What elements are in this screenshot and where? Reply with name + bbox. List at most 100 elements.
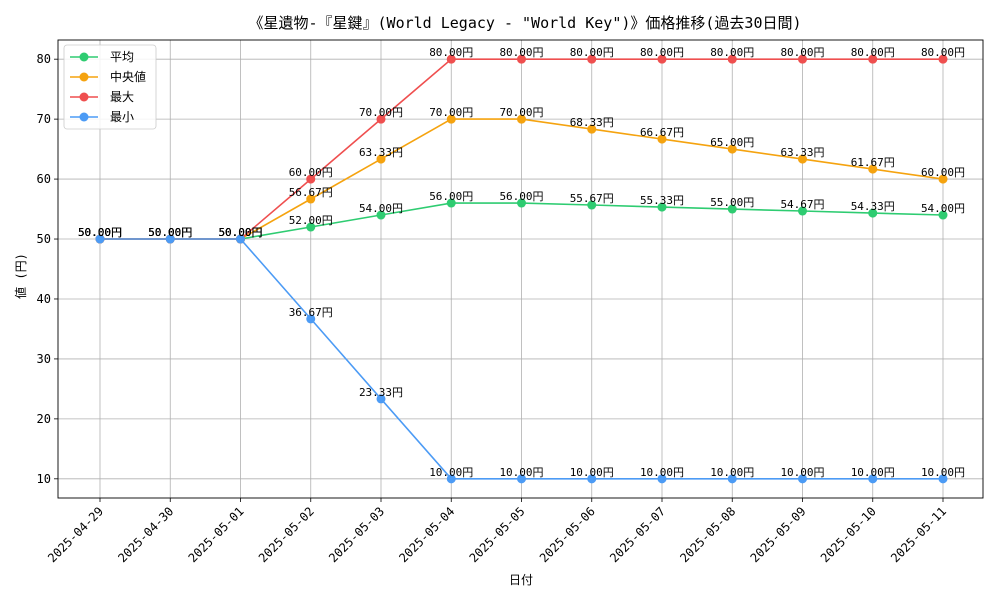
legend-label-1: 中央値 [110, 69, 146, 84]
legend-marker-3 [79, 112, 89, 122]
series-point-2 [376, 114, 386, 124]
data-label-2: 80.00円 [780, 46, 824, 59]
series-point-0 [657, 202, 667, 212]
data-label-2: 60.00円 [289, 166, 333, 179]
series-point-3 [938, 474, 948, 484]
series-point-1 [446, 114, 456, 124]
data-label-3: 10.00円 [570, 466, 614, 479]
series-point-3 [376, 394, 386, 404]
chart-title: 《星遺物-『星鍵』(World Legacy - "World Key")》価格… [248, 14, 801, 32]
data-label-2: 80.00円 [640, 46, 684, 59]
data-label-1: 65.00円 [710, 136, 754, 149]
x-tick-label: 2025-05-05 [467, 504, 528, 565]
y-tick-label: 60 [37, 172, 51, 186]
x-tick-label: 2025-05-03 [326, 504, 387, 565]
data-label-3: 10.00円 [851, 466, 895, 479]
series-point-2 [446, 54, 456, 64]
x-tick-label: 2025-05-10 [818, 504, 879, 565]
data-label-1: 66.67円 [640, 126, 684, 139]
data-label-3: 50.00円 [148, 226, 192, 239]
data-label-3: 10.00円 [780, 466, 824, 479]
legend-marker-1 [79, 72, 89, 82]
x-tick-label: 2025-05-06 [537, 504, 598, 565]
data-label-0: 55.00円 [710, 196, 754, 209]
legend-marker-2 [79, 92, 89, 102]
data-label-0: 52.00円 [289, 214, 333, 227]
data-label-3: 10.00円 [499, 466, 543, 479]
data-label-0: 54.33円 [851, 200, 895, 213]
series-point-0 [938, 210, 948, 220]
series-point-3 [165, 234, 175, 244]
series-point-0 [376, 210, 386, 220]
series-point-0 [306, 222, 316, 232]
series-point-0 [517, 198, 526, 208]
data-label-2: 70.00円 [359, 106, 403, 119]
series-point-2 [657, 54, 667, 64]
data-label-3: 23.33円 [359, 386, 403, 399]
series-layer [95, 54, 948, 484]
series-point-3 [306, 314, 316, 324]
series-point-1 [727, 144, 737, 154]
data-label-0: 50.00円 [78, 226, 122, 239]
data-label-3: 10.00円 [710, 466, 754, 479]
series-point-1 [376, 154, 386, 164]
x-tick-label: 2025-05-07 [607, 504, 668, 565]
series-point-0 [727, 204, 737, 214]
y-tick-label: 40 [37, 292, 51, 306]
series-point-3 [587, 474, 597, 484]
series-point-3 [798, 474, 807, 484]
series-point-0 [798, 206, 807, 216]
series-point-1 [798, 154, 807, 164]
data-label-1: 63.33円 [359, 146, 403, 159]
data-label-2: 80.00円 [499, 46, 543, 59]
data-label-1: 63.33円 [780, 146, 824, 159]
series-point-3 [236, 234, 245, 244]
series-point-0 [868, 208, 878, 218]
data-label-0: 50.00円 [218, 226, 262, 239]
y-tick-label: 10 [37, 472, 51, 486]
data-label-3: 10.00円 [921, 466, 965, 479]
series-point-1 [938, 174, 948, 184]
series-point-0 [587, 200, 597, 210]
series-point-1 [517, 114, 526, 124]
data-label-layer: 50.00円 50.00円 50.00円 52.00円 54.00円 56.00円 56.0… [78, 46, 965, 479]
y-tick-label: 70 [37, 112, 51, 126]
data-label-0: 54.00円 [921, 202, 965, 215]
series-point-0 [446, 198, 456, 208]
x-axis-label: 日付 [509, 573, 533, 587]
series-point-2 [727, 54, 737, 64]
legend-label-3: 最小 [110, 110, 134, 124]
series-point-1 [306, 194, 316, 204]
x-tick-label: 2025-05-04 [396, 504, 457, 565]
plot-frame [57, 39, 984, 499]
y-axis-label: 値 (円) [13, 253, 28, 299]
data-label-1: 50.00円 [148, 226, 192, 239]
x-tick-label: 2025-05-01 [186, 504, 247, 565]
data-label-1: 50.00円 [218, 226, 262, 239]
data-label-0: 56.00円 [499, 190, 543, 203]
data-label-3: 36.67円 [289, 306, 333, 319]
series-point-3 [657, 474, 667, 484]
data-label-0: 55.67円 [570, 192, 614, 205]
data-label-0: 54.67円 [780, 198, 824, 211]
series-point-2 [587, 54, 597, 64]
data-label-3: 10.00円 [429, 466, 473, 479]
data-label-2: 50.00円 [148, 226, 192, 239]
series-point-2 [306, 174, 316, 184]
data-label-1: 61.67円 [851, 156, 895, 169]
data-label-1: 56.67円 [289, 186, 333, 199]
data-label-1: 68.33円 [570, 116, 614, 129]
y-tick-label: 80 [37, 52, 51, 66]
series-point-1 [587, 124, 597, 134]
data-label-0: 54.00円 [359, 202, 403, 215]
data-label-0: 55.33円 [640, 194, 684, 207]
y-tick-label: 30 [37, 352, 51, 366]
x-tick-label: 2025-05-09 [748, 504, 809, 565]
data-label-2: 80.00円 [921, 46, 965, 59]
data-label-2: 50.00円 [218, 226, 262, 239]
data-label-2: 80.00円 [570, 46, 614, 59]
data-label-1: 60.00円 [921, 166, 965, 179]
series-point-1 [868, 164, 878, 174]
